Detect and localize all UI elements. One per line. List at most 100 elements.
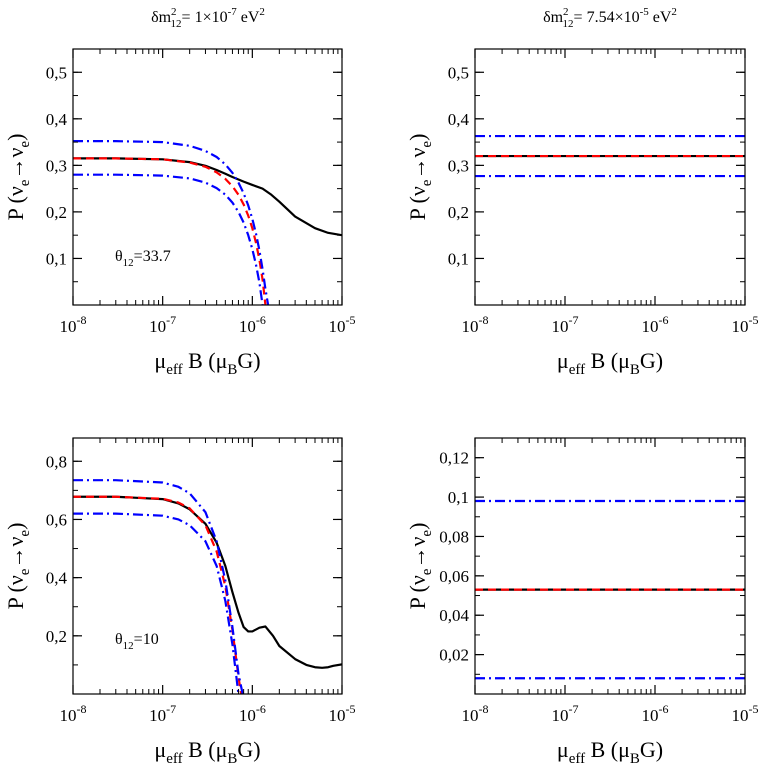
x-tick-exponent: -5 (346, 702, 356, 716)
y-tick-label: 0,5 (46, 63, 67, 82)
x-tick-base: 10 (149, 706, 166, 725)
x-tick-base: 10 (239, 317, 256, 336)
x-tick-exponent: -6 (659, 702, 669, 716)
x-tick-label: 10-8 (60, 702, 87, 725)
chart-panel-4: 10-8 10-7 10-6 10-50,020,040,060,080,10,12μ… (405, 437, 759, 763)
series-black-solid (73, 157, 342, 237)
y-label-p: P (ν (3, 186, 28, 220)
x-tick-label: 10-6 (239, 313, 266, 336)
y-tick-label: 0,8 (46, 452, 67, 471)
x-tick-label: 10-5 (732, 313, 759, 336)
title-exp: -7 (228, 6, 238, 18)
title-unit-sup: 2 (259, 6, 265, 18)
x-tick-label: 10-6 (642, 313, 669, 336)
y-tick-label: 0,2 (448, 203, 469, 222)
y-tick-label: 0,04 (439, 606, 469, 625)
annot-theta: θ (115, 631, 123, 648)
x-tick-exponent: -7 (166, 313, 176, 327)
title-rest: = 7.54×10 (574, 9, 640, 26)
x-label-mu: μ (154, 737, 166, 762)
annot-value: =33.7 (134, 248, 171, 265)
x-label-mu: μ (154, 348, 166, 373)
series-blue-dashdot-lower (73, 512, 240, 694)
y-label-end: ) (3, 523, 28, 530)
y-label-sub1: e (17, 179, 33, 186)
y-tick-label: 0,12 (439, 449, 469, 468)
annot-value: =10 (134, 631, 159, 648)
series-red-dashed (73, 495, 243, 694)
y-tick-label: 0,3 (46, 156, 67, 175)
x-label-mid: B (μ (183, 348, 228, 373)
y-label-sub1: e (419, 179, 435, 186)
y-axis-label: P (νe→νe) (3, 134, 33, 221)
series-black-solid (73, 495, 342, 669)
x-tick-base: 10 (239, 706, 256, 725)
x-tick-exponent: -6 (256, 702, 266, 716)
y-label-arrow: →ν (405, 537, 430, 569)
x-tick-base: 10 (462, 706, 479, 725)
x-label-sub: eff (569, 751, 585, 763)
x-tick-exponent: -5 (749, 313, 759, 327)
x-tick-exponent: -7 (569, 313, 579, 327)
y-tick-label: 0,2 (46, 627, 67, 646)
x-tick-base: 10 (642, 706, 659, 725)
annot-theta: θ (115, 248, 123, 265)
title-sub: 12 (563, 18, 574, 30)
title-sup: 2 (563, 6, 569, 18)
x-tick-exponent: -5 (346, 313, 356, 327)
y-tick-label: 0,08 (439, 527, 469, 546)
x-axis-label: μeff B (μBG) (557, 348, 663, 378)
y-tick-label: 0,1 (448, 488, 469, 507)
x-label-sub2: B (630, 751, 640, 763)
x-tick-label: 10-7 (552, 702, 579, 725)
panel-title: δm2 12= 1×10-7 eV2 (151, 6, 265, 30)
y-label-sub2: e (419, 530, 435, 537)
x-label-end: G) (640, 737, 663, 762)
y-tick-label: 0,4 (448, 110, 470, 129)
title-rest: = 1×10 (182, 9, 228, 26)
y-tick-label: 0,4 (46, 110, 68, 129)
x-tick-exponent: -6 (659, 313, 669, 327)
x-label-sub2: B (630, 362, 640, 378)
x-label-sub2: B (227, 362, 237, 378)
x-label-end: G) (237, 348, 260, 373)
x-tick-exponent: -8 (77, 702, 87, 716)
y-tick-label: 0,5 (448, 63, 469, 82)
x-tick-exponent: -7 (166, 702, 176, 716)
x-label-mid: B (μ (585, 348, 630, 373)
title-unit-sup: 2 (671, 6, 677, 18)
y-tick-label: 0,1 (46, 249, 67, 268)
y-label-arrow: →ν (405, 148, 430, 180)
x-label-mid: B (μ (183, 737, 228, 762)
y-axis-label: P (νe→νe) (3, 523, 33, 610)
x-tick-label: 10-8 (60, 313, 87, 336)
annot-sub: 12 (123, 257, 134, 269)
x-tick-label: 10-5 (329, 702, 356, 725)
title-exp: -5 (640, 6, 650, 18)
x-tick-base: 10 (329, 317, 346, 336)
x-tick-exponent: -8 (479, 702, 489, 716)
x-tick-label: 10-7 (149, 313, 176, 336)
x-label-sub2: B (227, 751, 237, 763)
y-axis-label: P (νe→νe) (405, 523, 435, 610)
x-tick-exponent: -8 (77, 313, 87, 327)
y-tick-label: 0,02 (439, 646, 469, 665)
y-label-sub2: e (419, 141, 435, 148)
x-tick-base: 10 (552, 317, 569, 336)
x-label-mu: μ (557, 737, 569, 762)
y-label-p: P (ν (405, 186, 430, 220)
series-blue-dashdot-upper (73, 479, 244, 694)
y-label-arrow: →ν (3, 537, 28, 569)
title-main: δm (151, 9, 172, 26)
x-label-sub: eff (569, 362, 585, 378)
x-label-sub: eff (166, 751, 182, 763)
x-tick-base: 10 (732, 317, 749, 336)
x-tick-label: 10-7 (552, 313, 579, 336)
x-tick-base: 10 (60, 706, 77, 725)
title-sub: 12 (171, 18, 182, 30)
panel-title: δm2 12= 7.54×10-5 eV2 (543, 6, 677, 30)
x-label-end: G) (237, 737, 260, 762)
